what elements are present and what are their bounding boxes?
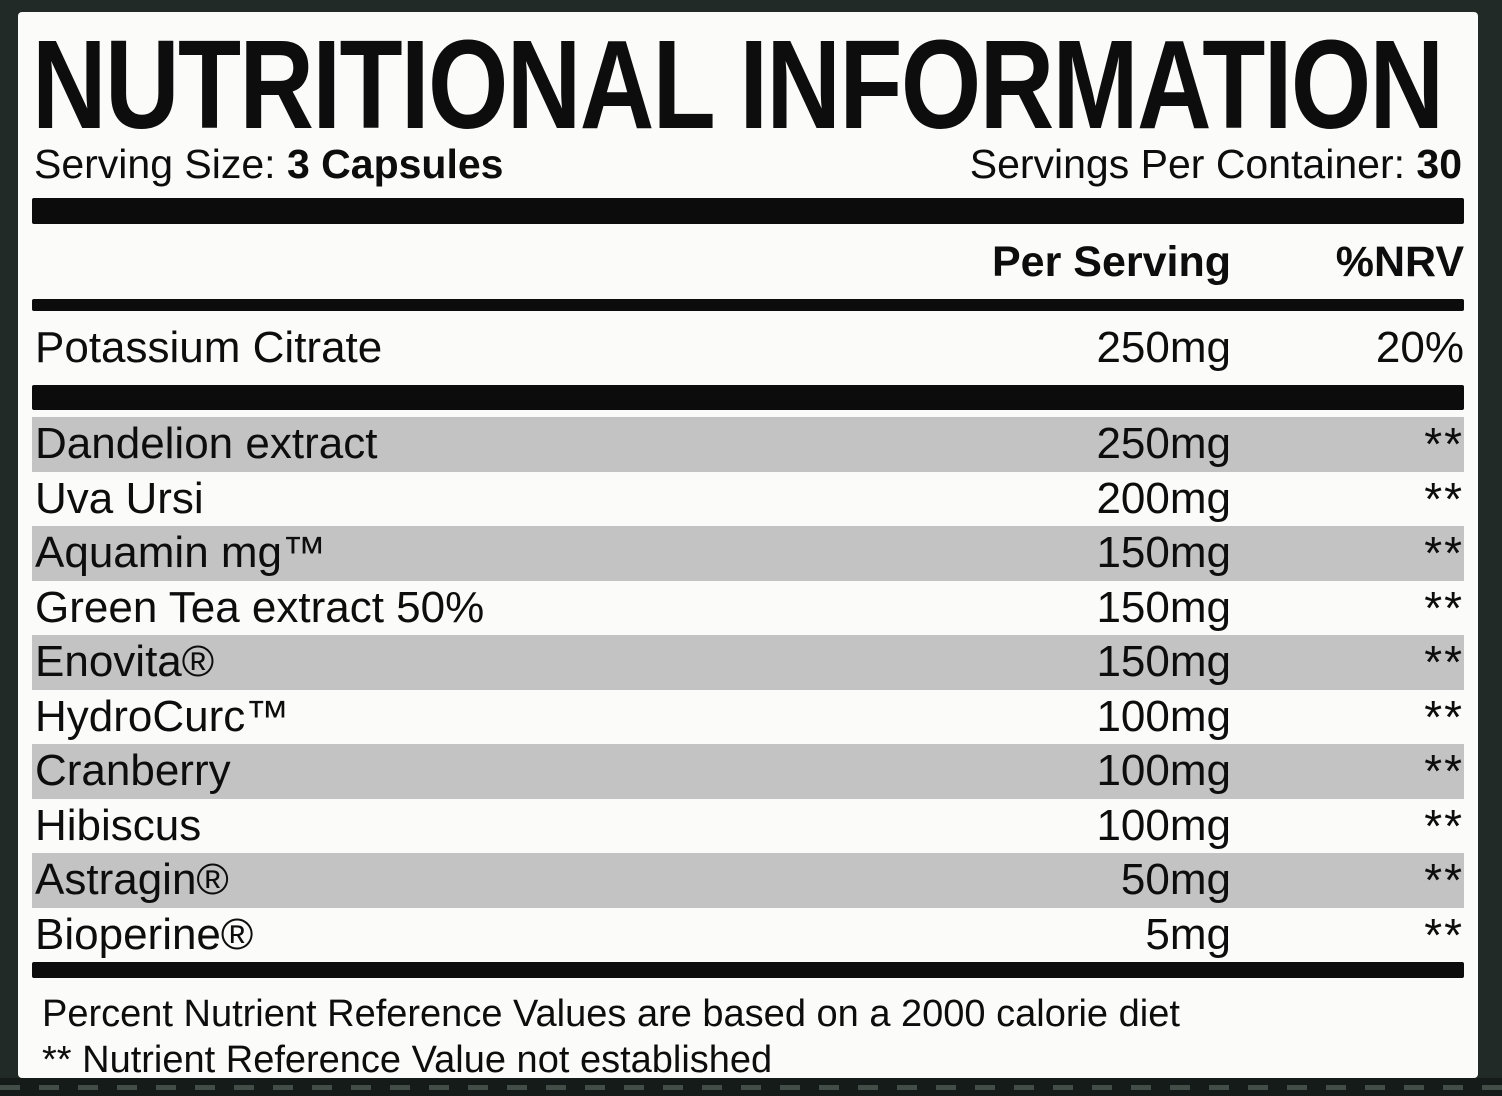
nutrient-name: Potassium Citrate [35,323,383,373]
ingredient-name: Green Tea extract 50% [35,582,485,632]
footnote-not-established: ** Nutrient Reference Value not establis… [42,1038,773,1078]
ingredient-table: Dandelion extract 250mg ** Uva Ursi 200m… [32,417,1464,962]
ingredient-name: Hibiscus [35,800,202,850]
divider-bar-mid [32,385,1464,411]
ingredient-name: Cranberry [35,746,231,796]
serving-size-label: Serving Size: [34,140,276,187]
ingredient-nrv: ** [1424,472,1464,525]
ingredient-amount: 100mg [1096,800,1231,850]
ingredient-nrv: ** [1424,908,1464,961]
ingredient-row: Aquamin mg™ 150mg ** [32,526,1464,581]
ingredient-amount: 100mg [1096,691,1231,741]
column-header-row: Per Serving %NRV [32,224,1464,299]
ingredient-name: Astragin® [35,855,229,905]
ingredient-row: Dandelion extract 250mg ** [32,417,1464,472]
ingredient-amount: 250mg [1096,419,1231,469]
nutrient-amount: 250mg [1096,323,1231,373]
ingredient-nrv: ** [1424,799,1464,852]
footnote-nrv-basis: Percent Nutrient Reference Values are ba… [42,993,1180,1036]
ingredient-row: Astragin® 50mg ** [32,853,1464,908]
ingredient-name: Enovita® [35,637,215,687]
ingredient-amount: 5mg [1145,909,1231,959]
nrv-header: %NRV [1335,238,1464,287]
ingredient-nrv: ** [1424,690,1464,743]
ingredient-amount: 150mg [1096,528,1231,578]
serving-size-value: 3 Capsules [286,140,504,187]
ingredient-name: HydroCurc™ [35,691,290,741]
ingredient-name: Dandelion extract [35,419,378,469]
ingredient-nrv: ** [1424,854,1464,907]
ingredient-name: Bioperine® [35,909,254,959]
ingredient-name: Aquamin mg™ [35,528,327,578]
nutrient-row-potassium: Potassium Citrate 250mg 20% [32,311,1464,385]
nutrient-nrv: 20% [1375,323,1464,373]
ingredient-row: Hibiscus 100mg ** [32,799,1464,854]
label-title: NUTRITIONAL INFORMATION [32,14,1444,155]
ingredient-row: HydroCurc™ 100mg ** [32,690,1464,745]
per-serving-header: Per Serving [992,238,1231,287]
ingredient-nrv: ** [1424,581,1464,634]
ingredient-nrv: ** [1424,636,1464,689]
servings-per-container-value: 30 [1416,140,1462,187]
ingredient-row: Green Tea extract 50% 150mg ** [32,581,1464,636]
servings-per-container: Servings Per Container: 30 [970,141,1462,188]
ingredient-amount: 200mg [1096,473,1231,523]
ingredient-amount: 150mg [1096,582,1231,632]
ingredient-nrv: ** [1424,527,1464,580]
ingredient-nrv: ** [1424,745,1464,798]
serving-size: Serving Size: 3 Capsules [34,141,503,188]
ingredient-amount: 150mg [1096,637,1231,687]
divider-bar-bottom [32,962,1464,979]
ingredient-amount: 50mg [1120,855,1231,905]
servings-per-container-label: Servings Per Container: [969,140,1405,187]
perforation-dashes [0,1078,1502,1096]
ingredient-amount: 100mg [1096,746,1231,796]
ingredient-row: Cranberry 100mg ** [32,744,1464,799]
serving-line: Serving Size: 3 Capsules Servings Per Co… [32,141,1464,188]
ingredient-row: Uva Ursi 200mg ** [32,472,1464,527]
ingredient-row: Enovita® 150mg ** [32,635,1464,690]
divider-bar-top [32,198,1464,225]
ingredient-name: Uva Ursi [35,473,204,523]
nutrition-label: NUTRITIONAL INFORMATION Serving Size: 3 … [18,12,1478,1078]
divider-line-header [32,299,1464,312]
ingredient-row: Bioperine® 5mg ** [32,908,1464,963]
footnotes: Percent Nutrient Reference Values are ba… [32,978,1464,1078]
ingredient-nrv: ** [1424,418,1464,471]
